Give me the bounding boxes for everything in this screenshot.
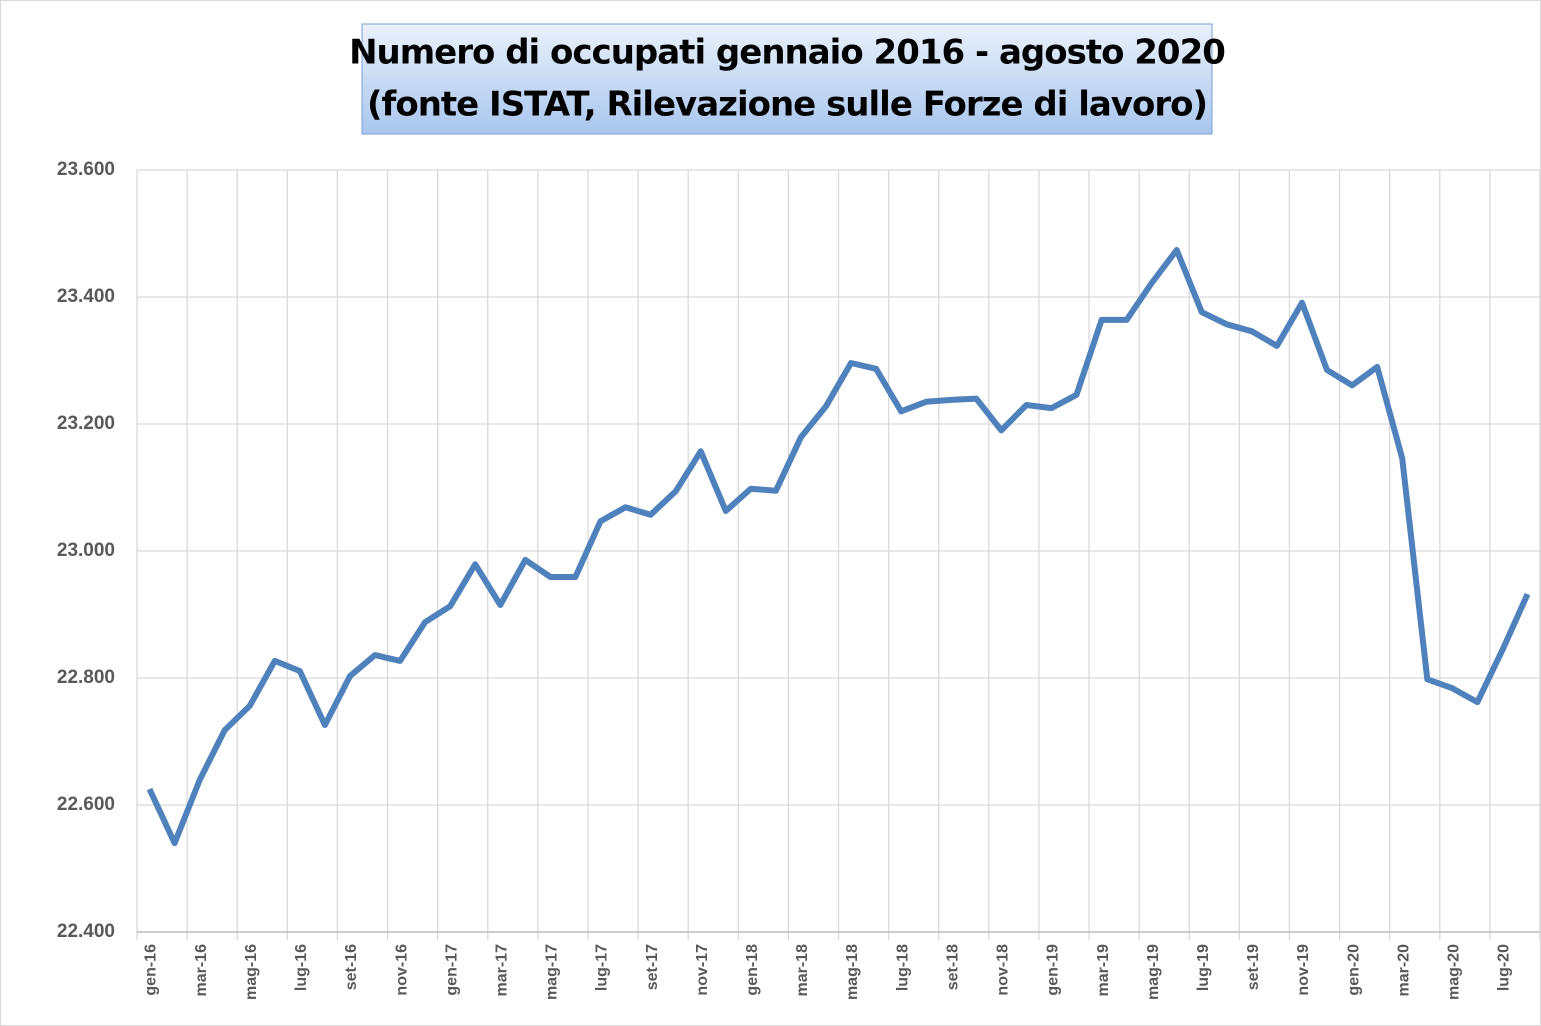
x-tick-label: mag-20 bbox=[1446, 944, 1463, 1000]
x-tick-label: set-17 bbox=[644, 944, 661, 990]
x-tick-label: mar-19 bbox=[1095, 944, 1112, 997]
x-tick-label: lug-19 bbox=[1195, 944, 1212, 991]
y-tick-label: 22.400 bbox=[57, 921, 115, 942]
chart-subtitle: (fonte ISTAT, Rilevazione sulle Forze di… bbox=[367, 85, 1207, 125]
x-tick-label: mag-19 bbox=[1145, 944, 1162, 1000]
x-tick-label: nov-17 bbox=[694, 944, 711, 996]
title-box bbox=[361, 23, 1213, 135]
x-tick-label: nov-16 bbox=[393, 944, 410, 996]
y-tick-label: 23.400 bbox=[57, 286, 115, 307]
y-tick-label: 23.600 bbox=[57, 159, 115, 180]
x-tick-label: gen-16 bbox=[143, 944, 160, 996]
x-tick-label: lug-18 bbox=[894, 944, 911, 991]
x-tick-label: mar-18 bbox=[794, 944, 811, 997]
x-tick-label: nov-18 bbox=[995, 944, 1012, 996]
x-tick-label: mag-18 bbox=[844, 944, 861, 1000]
x-tick-label: gen-20 bbox=[1345, 944, 1362, 996]
x-tick-label: set-19 bbox=[1245, 944, 1262, 990]
x-tick-label: gen-18 bbox=[744, 944, 761, 996]
x-tick-label: nov-19 bbox=[1295, 944, 1312, 996]
y-tick-label: 23.000 bbox=[57, 540, 115, 561]
data-line bbox=[146, 247, 1531, 847]
x-tick-label: mag-16 bbox=[243, 944, 260, 1000]
x-tick-label: lug-16 bbox=[293, 944, 310, 991]
y-tick-label: 22.800 bbox=[57, 667, 115, 688]
x-tick-label: lug-20 bbox=[1496, 944, 1513, 991]
x-tick-label: gen-19 bbox=[1045, 944, 1062, 996]
x-tick-label: mag-17 bbox=[544, 944, 561, 1000]
x-tick-label: mar-16 bbox=[193, 944, 210, 997]
x-tick-label: lug-17 bbox=[594, 944, 611, 991]
x-tick-label: mar-20 bbox=[1395, 944, 1412, 997]
chart-title: Numero di occupati gennaio 2016 - agosto… bbox=[349, 33, 1225, 73]
x-tick-label: gen-17 bbox=[443, 944, 460, 996]
x-tick-label: mar-17 bbox=[493, 944, 510, 997]
y-tick-label: 23.200 bbox=[57, 413, 115, 434]
x-tick-label: set-16 bbox=[343, 944, 360, 990]
x-tick-label: set-18 bbox=[944, 944, 961, 990]
y-tick-label: 22.600 bbox=[57, 794, 115, 815]
